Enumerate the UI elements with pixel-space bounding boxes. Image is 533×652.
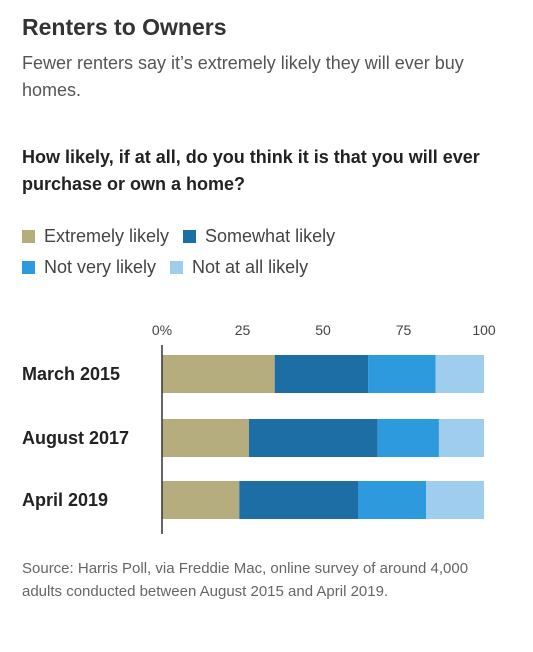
legend-label: Somewhat likely [205,226,336,246]
legend-swatch [170,261,184,274]
legend-item-not-at-all-likely: Not at all likely [170,257,308,278]
legend-swatch [22,261,35,274]
bar-segment [239,481,359,519]
bar-segment [162,481,240,519]
legend-label: Not at all likely [192,257,309,277]
chart-title: Renters to Owners [22,14,227,40]
x-tick-label: 100 [472,322,496,338]
category-label: April 2019 [22,490,108,510]
category-label: March 2015 [22,364,120,384]
bar-segment [438,419,484,457]
legend: Extremely likely Somewhat likely Not ver… [22,221,522,283]
bar-segment [248,419,378,457]
stacked-bar-chart: 0% 25 50 75 100 March 2015 August 2017 April 20… [22,322,496,534]
bar-segment [368,355,436,393]
legend-label: Not very likely [44,257,157,277]
legend-swatch [22,230,35,243]
chart-subtitle: Fewer renters say it’s extremely likely … [22,53,464,100]
legend-item-somewhat-likely: Somewhat likely [183,226,335,247]
legend-item-extremely-likely: Extremely likely [22,226,169,247]
category-label: August 2017 [22,428,129,448]
legend-row: Extremely likely Somewhat likely [22,221,522,252]
legend-label: Extremely likely [44,226,170,246]
x-tick-label: 0% [152,322,172,338]
survey-question: How likely, if at all, do you think it i… [22,147,480,194]
bar-segment [274,355,369,393]
legend-item-not-very-likely: Not very likely [22,257,156,278]
x-tick-label: 25 [235,322,251,338]
bar-segment [435,355,484,393]
x-tick-label: 75 [396,322,412,338]
bar-segment [162,355,275,393]
bar-segment [426,481,484,519]
bar-segment [377,419,439,457]
bar-segment [358,481,427,519]
x-tick-label: 50 [315,322,331,338]
legend-swatch [183,230,197,243]
legend-row: Not very likely Not at all likely [22,252,522,283]
bar-segment [162,419,249,457]
source-note: Source: Harris Poll, via Freddie Mac, on… [22,560,469,600]
